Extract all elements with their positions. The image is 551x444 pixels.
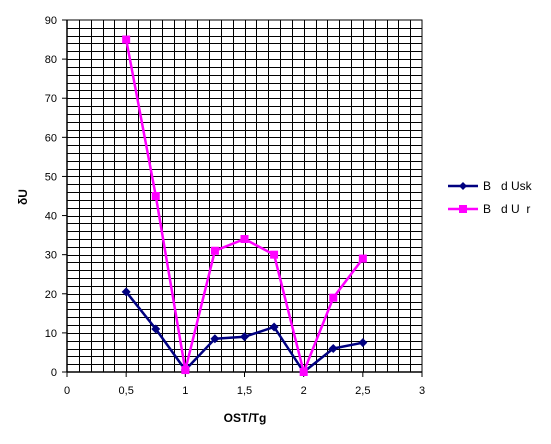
data-point-series-1 [240,332,249,342]
x-tick-label: 2,5 [355,385,370,397]
series-layer [121,35,368,377]
y-tick-label: 30 [45,250,57,262]
data-point-series-1 [210,334,220,344]
y-tick-label: 0 [51,367,57,379]
x-tick-label: 3 [419,385,425,397]
y-tick-label: 40 [45,211,57,223]
x-tick-label: 0,5 [119,385,134,397]
data-point-series-1 [328,344,338,354]
y-tick-label: 20 [45,289,57,301]
y-tick-label: 70 [45,93,57,105]
data-point-series-2 [358,254,367,263]
x-tick-label: 1 [182,385,188,397]
legend: B d Usk B d U r [448,179,533,216]
x-tick-label: 1,5 [237,385,252,397]
legend-marker-1 [459,182,467,190]
data-point-series-2 [299,368,308,376]
data-point-series-2 [210,246,219,255]
data-point-series-2 [329,293,338,302]
legend-item-1: B d Usk [448,179,533,193]
y-tick-label: 80 [45,54,57,66]
legend-marker-2 [459,205,467,213]
legend-item-2: B d U r [448,202,530,216]
plot-area [66,19,423,373]
data-point-series-1 [121,287,131,297]
y-tick-label: 60 [45,132,57,144]
data-point-series-1 [151,324,161,334]
legend-label-2: B d U r [483,202,530,216]
data-point-series-1 [358,338,368,348]
data-point-series-2 [270,250,279,259]
x-tick-label: 0 [64,385,70,397]
y-tick-labels: 0 10 20 30 40 50 60 70 80 90 [45,15,57,379]
data-point-series-2 [122,35,131,44]
data-point-series-2 [151,192,160,200]
chart-grid [66,19,423,373]
data-point-series-1 [269,322,279,332]
y-tick-label: 50 [45,171,57,183]
x-tick-labels: 0 0,5 1 1,5 2 2,5 3 [64,385,425,397]
x-tick-label: 2 [301,385,307,397]
data-point-series-2 [181,366,190,375]
legend-label-1: B d Usk [483,179,533,193]
chart-axes [62,19,423,377]
data-point-series-2 [240,235,249,244]
y-tick-label: 90 [45,15,57,27]
y-tick-label: 10 [45,328,57,340]
x-axis-title: OST/Tg [224,411,267,425]
y-axis-title: δU [16,189,30,205]
